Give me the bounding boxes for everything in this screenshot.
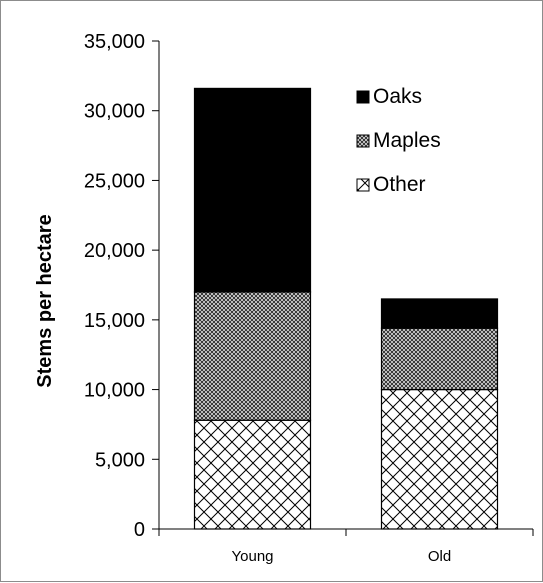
x-axis: Young Old: [158, 528, 534, 565]
y-tick-label: 15,000: [84, 310, 145, 332]
y-axis: 0 5,000 10,000 15,000 20,000 25,000 30,000 35,0…: [84, 31, 160, 541]
bar-segment-maples-young: [193, 291, 312, 421]
legend: Oaks Maples Other: [356, 85, 441, 196]
y-axis-label: Stems per hectare: [34, 214, 56, 387]
bars: [193, 87, 499, 530]
legend-swatch-maples: [356, 134, 370, 148]
y-tick-label: 20,000: [84, 240, 145, 262]
y-tick-label: 30,000: [84, 101, 145, 123]
bar-segment-other-old: [380, 388, 499, 530]
y-tick-label: 35,000: [84, 31, 145, 53]
y-tick-label: 25,000: [84, 170, 145, 192]
x-category-label: Old: [428, 548, 451, 565]
legend-swatch-oaks: [356, 90, 370, 104]
bar-segment-oaks-young: [193, 87, 312, 293]
x-category-label: Young: [232, 548, 274, 565]
bar-segment-maples-old: [380, 327, 499, 391]
y-tick-label: 0: [134, 519, 145, 541]
legend-label-other: Other: [373, 173, 426, 196]
legend-label-maples: Maples: [373, 129, 441, 152]
y-tick-label: 10,000: [84, 380, 145, 402]
legend-label-oaks: Oaks: [373, 85, 422, 108]
bar-segment-oaks-old: [380, 298, 499, 329]
bar-segment-other-young: [193, 419, 312, 530]
legend-swatch-other: [356, 178, 370, 192]
y-tick-label: 5,000: [95, 449, 145, 471]
